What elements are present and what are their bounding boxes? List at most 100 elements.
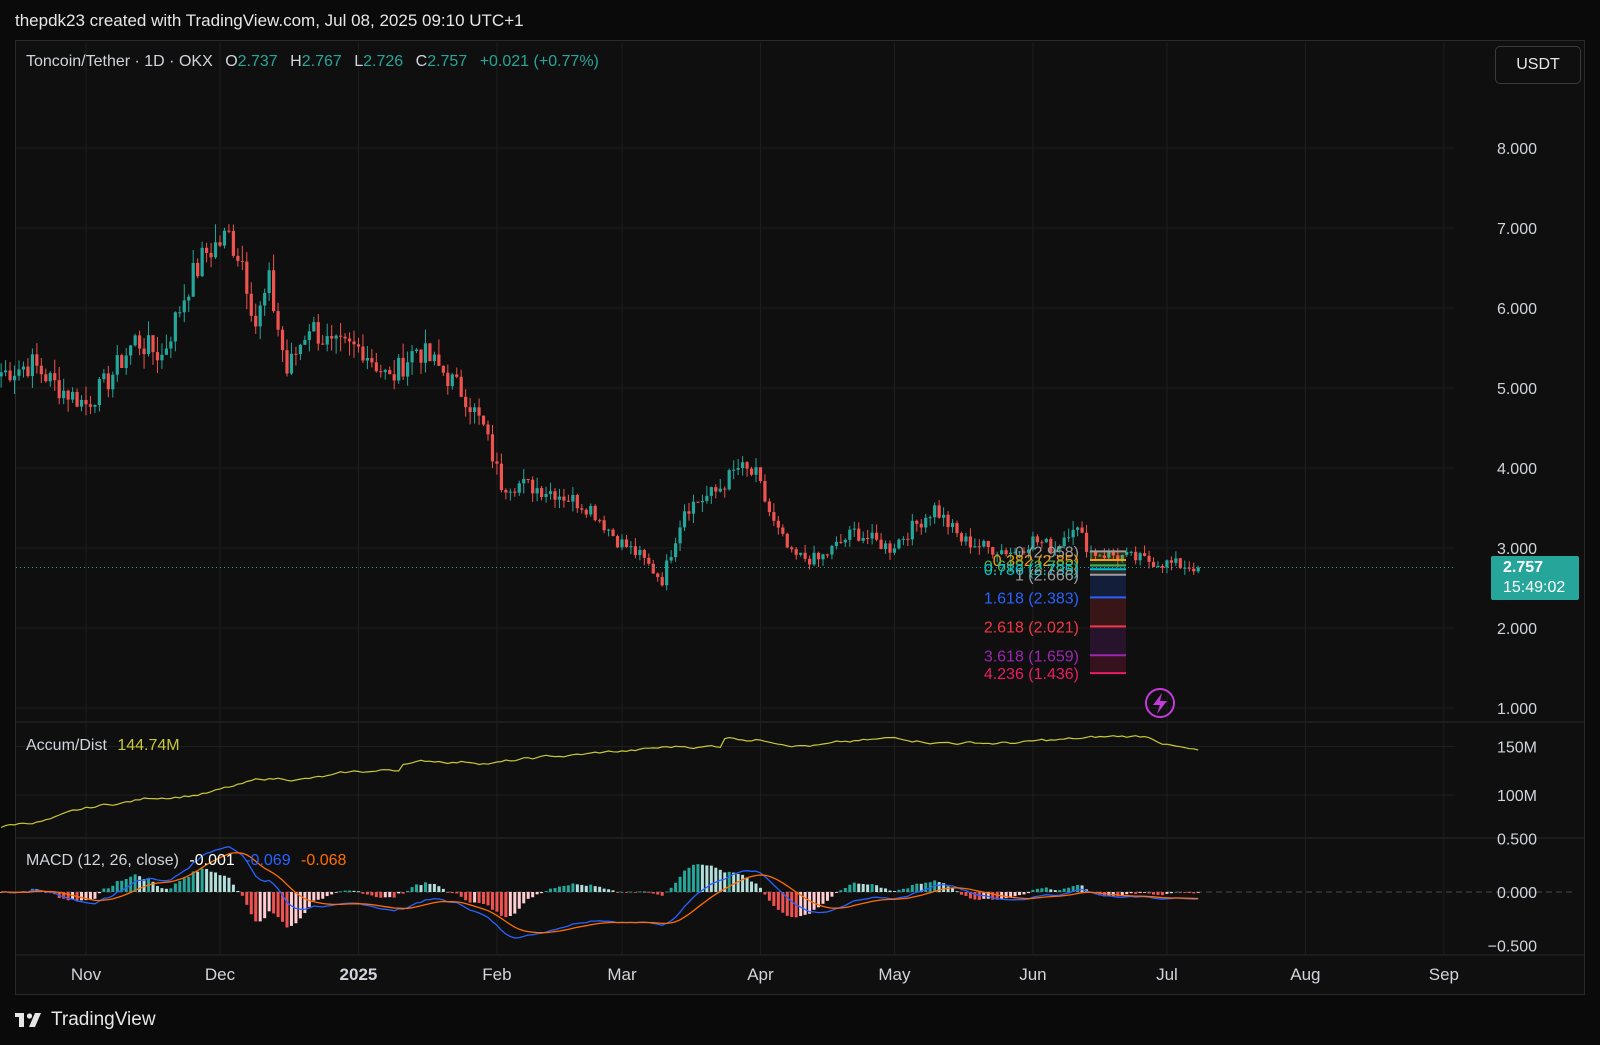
candle-body <box>138 335 142 349</box>
candle-body <box>285 350 289 374</box>
macd-hist-bar <box>723 872 727 892</box>
macd-hist-bar <box>875 885 879 892</box>
macd-hist-bar <box>968 892 972 899</box>
candle-body <box>508 491 512 493</box>
macd-hist-value: -0.001 <box>189 852 235 869</box>
candle-body <box>950 523 955 528</box>
candle-body <box>544 493 548 498</box>
macd-hist-bar <box>423 882 427 892</box>
candle-body <box>982 540 986 547</box>
fib-zone <box>1090 574 1126 598</box>
macd-hist-bar <box>817 892 821 908</box>
candle-body <box>1134 551 1138 561</box>
candle-body <box>790 547 794 550</box>
candle-body <box>146 335 151 355</box>
macd-hist-bar <box>249 892 253 915</box>
footer-brand[interactable]: TradingView <box>15 1009 156 1031</box>
x-tick-label: Mar <box>607 965 637 984</box>
x-tick-label: Jul <box>1156 965 1178 984</box>
macd-hist-bar <box>138 876 142 892</box>
macd-hist-bar <box>808 892 812 914</box>
candle-body <box>1004 550 1008 555</box>
macd-hist-bar <box>289 892 293 926</box>
candle-body <box>1067 537 1071 539</box>
y-tick-label: 7.000 <box>1497 221 1537 238</box>
candle-body <box>727 470 731 490</box>
candle-body <box>942 514 946 518</box>
macd-hist-bar <box>330 892 334 895</box>
macd-hist-bar <box>700 864 704 892</box>
candle-body <box>1093 551 1098 556</box>
x-tick-label: Dec <box>205 965 236 984</box>
macd-hist-bar <box>995 892 999 900</box>
macd-hist-bar <box>892 891 896 892</box>
open-value: 2.737 <box>237 53 278 70</box>
candle-body <box>602 520 606 531</box>
macd-hist-bar <box>397 892 401 894</box>
candle-body <box>334 335 338 339</box>
candle-body <box>1125 551 1129 555</box>
candle-body <box>39 365 43 375</box>
candle-body <box>879 539 883 550</box>
macd-hist-bar <box>566 885 570 892</box>
candle-body <box>696 501 700 503</box>
macd-hist-bar <box>80 892 84 901</box>
macd-hist-bar <box>589 884 593 892</box>
macd-hist-bar <box>522 892 526 904</box>
candle-body <box>794 549 798 555</box>
macd-hist-bar <box>285 892 289 928</box>
macd-hist-bar <box>1134 892 1138 894</box>
candle-body <box>280 329 285 351</box>
macd-hist-bar <box>187 876 191 892</box>
candle-body <box>1017 551 1022 553</box>
fib-zone <box>1090 560 1126 566</box>
macd-line-value: -0.069 <box>245 852 291 869</box>
chart-frame[interactable] <box>15 40 1585 995</box>
macd-hist-bar <box>531 892 535 898</box>
macd-hist-bar <box>124 878 128 892</box>
currency-button[interactable]: USDT <box>1495 46 1581 84</box>
macd-hist-bar <box>200 868 204 892</box>
candle-body <box>892 548 897 553</box>
top-bar: thepdk23 created with TradingView.com, J… <box>0 0 1600 40</box>
macd-hist-bar <box>942 883 946 892</box>
candle-body <box>397 357 401 381</box>
candle-body <box>517 483 521 493</box>
candle-body <box>312 322 316 332</box>
macd-hist-bar <box>526 892 530 899</box>
macd-hist-bar <box>750 881 754 892</box>
candle-body <box>17 369 21 376</box>
candle-body <box>191 262 195 297</box>
macd-hist-bar <box>977 892 981 900</box>
fib-zone <box>1090 569 1126 575</box>
macd-hist-bar <box>321 892 325 899</box>
macd-hist-bar <box>1009 892 1013 898</box>
candle-body <box>656 573 660 577</box>
macd-hist-bar <box>973 892 977 900</box>
candle-body <box>857 528 861 541</box>
candle-body <box>852 528 856 530</box>
candle-body <box>428 343 432 362</box>
macd-hist-bar <box>830 892 834 897</box>
macd-hist-bar <box>1004 892 1008 899</box>
candle-body <box>571 494 575 502</box>
low-value: 2.726 <box>363 53 404 70</box>
macd-hist-bar <box>1152 892 1156 895</box>
macd-hist-bar <box>696 864 700 892</box>
macd-hist-bar <box>1076 884 1080 892</box>
macd-hist-bar <box>580 884 584 892</box>
macd-hist-bar <box>951 888 955 892</box>
candle-body <box>781 527 785 534</box>
candle-body <box>1022 551 1026 553</box>
fib-level-label: 2.618 (2.021) <box>984 619 1079 636</box>
fib-level-label: 0.618 (2.783) <box>984 558 1079 575</box>
candle-body <box>4 370 8 373</box>
macd-hist-bar <box>504 892 508 918</box>
macd-hist-bar <box>142 879 146 892</box>
macd-hist-bar <box>316 892 320 900</box>
candle-body <box>839 541 843 543</box>
macd-hist-bar <box>562 885 566 892</box>
candle-body <box>1156 565 1160 567</box>
candle-body <box>968 536 972 548</box>
